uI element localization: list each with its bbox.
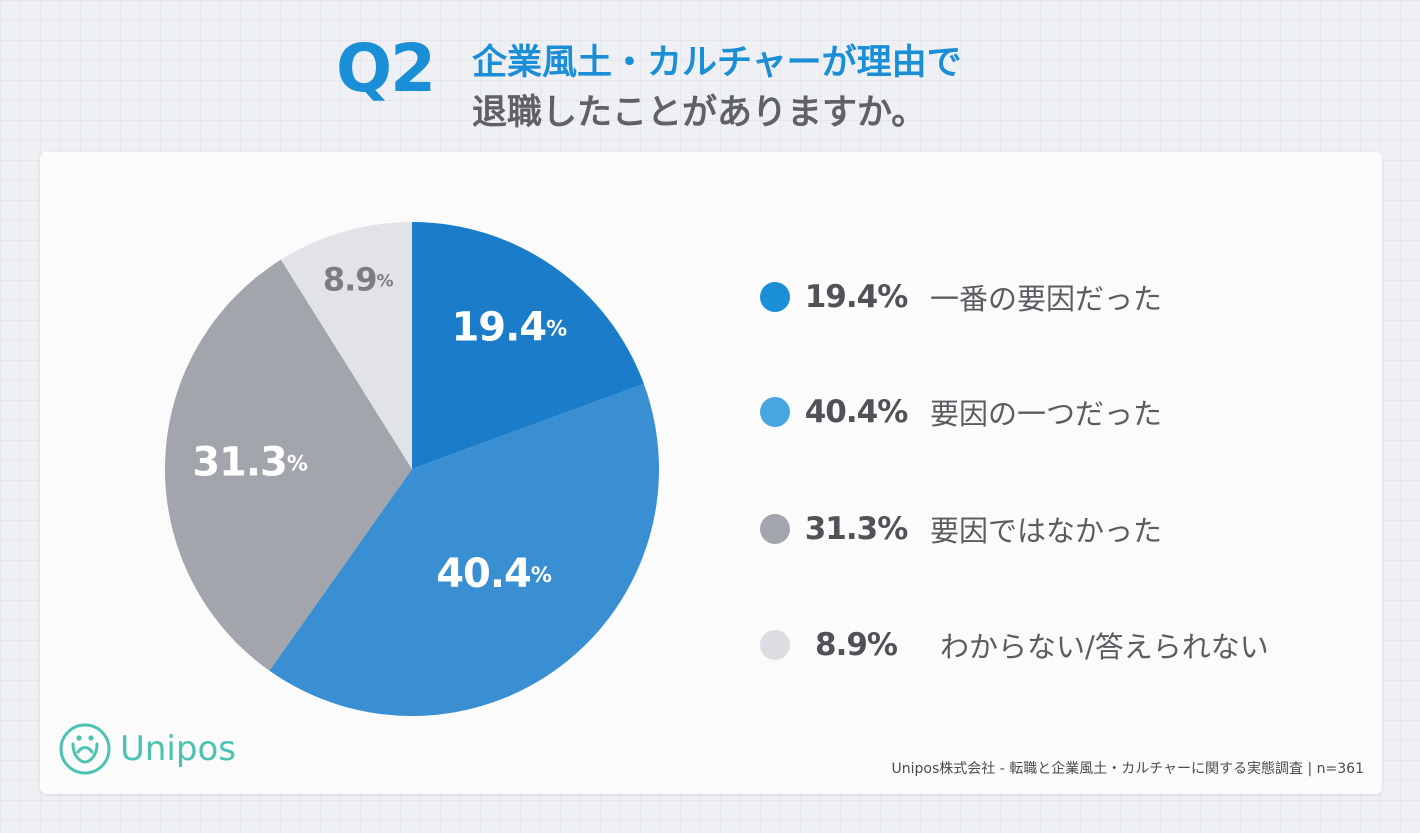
legend-item-3: 31.3% 要因ではなかった [760, 504, 1162, 554]
title-line-2: 退職したことがありますか。 [472, 93, 927, 133]
unipos-logo: Unipos [58, 722, 236, 776]
legend-item-4: 8.9% わからない/答えられない [760, 620, 1269, 670]
pie-slice [269, 383, 660, 716]
pie-slice [280, 222, 412, 469]
pie-chart: 19.4% 40.4% 31.3% 8.9% [165, 222, 660, 716]
legend-percent: 31.3% [804, 511, 909, 547]
legend-label: 一番の要因だった [930, 282, 1163, 316]
pie-slice [165, 259, 412, 671]
source-note: Unipos株式会社 - 転職と企業風土・カルチャーに関する実態調査 | n=3… [891, 761, 1364, 777]
legend-item-2: 40.4% 要因の一つだった [760, 387, 1162, 437]
slice-value-label: 8.9% [323, 261, 394, 299]
logo-text: Unipos [120, 729, 236, 769]
legend-percent: 19.4% [804, 279, 909, 315]
slice-value-label: 31.3% [192, 439, 308, 485]
title-line-1: 企業風土・カルチャーが理由で [472, 43, 962, 83]
pie-slice [412, 222, 644, 469]
legend-swatch-icon [760, 397, 790, 427]
question-number: Q2 [336, 30, 436, 107]
legend-swatch-icon [760, 282, 790, 312]
legend-swatch-icon [760, 630, 790, 660]
header: Q2 企業風土・カルチャーが理由で 退職したことがありますか。 [0, 0, 1420, 150]
legend-label: 要因ではなかった [930, 514, 1163, 548]
legend-label: わからない/答えられない [940, 630, 1269, 664]
legend-percent: 8.9% [815, 627, 898, 663]
slice-value-label: 40.4% [436, 551, 552, 597]
legend-label: 要因の一つだった [930, 397, 1163, 431]
slice-value-label: 19.4% [451, 305, 567, 351]
chart-card: 19.4% 40.4% 31.3% 8.9% 19.4% 一番の要因だった 40.4%… [40, 152, 1382, 794]
legend-swatch-icon [760, 514, 790, 544]
legend-item-1: 19.4% 一番の要因だった [760, 272, 1162, 322]
legend-percent: 40.4% [804, 394, 909, 430]
unipos-logo-icon [59, 723, 111, 775]
